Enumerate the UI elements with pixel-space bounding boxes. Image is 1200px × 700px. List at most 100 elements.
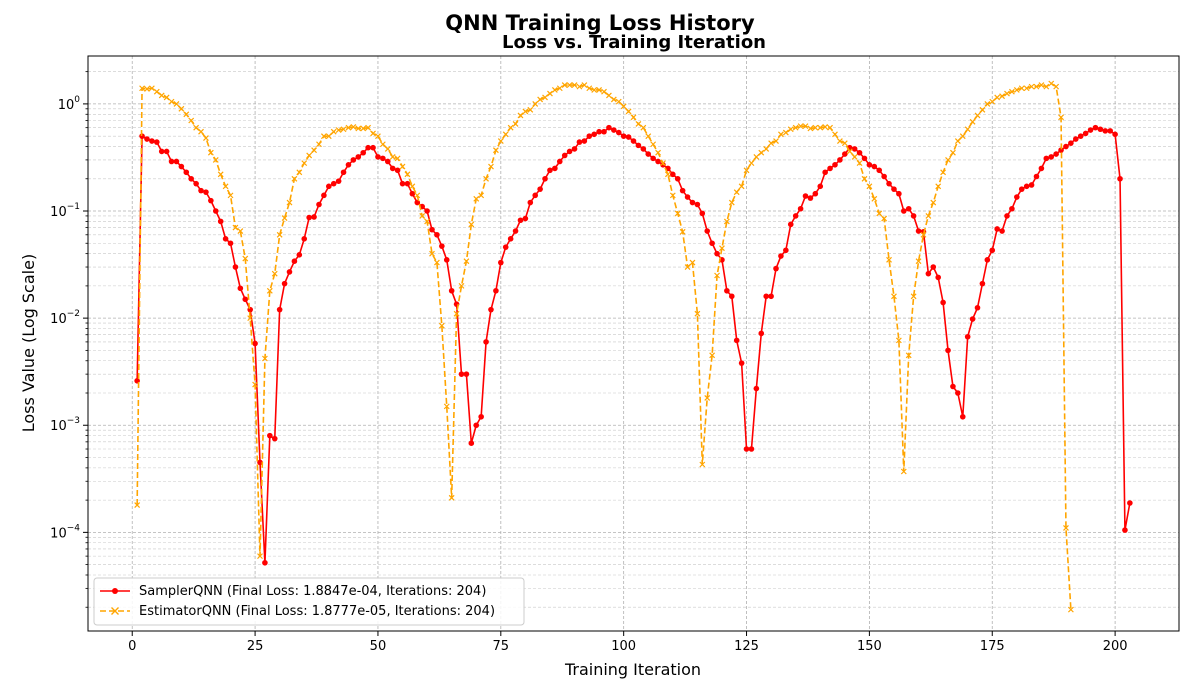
data-point: [1028, 83, 1035, 90]
data-point: [286, 199, 293, 206]
data-point: [704, 394, 711, 401]
data-point: [606, 124, 612, 131]
data-point: [984, 100, 991, 107]
data-point: [168, 158, 175, 165]
data-point: [591, 87, 598, 93]
data-point: [955, 390, 961, 396]
data-point: [1097, 126, 1104, 133]
legend-box: [93, 577, 525, 626]
data-point: [571, 82, 578, 88]
data-point: [822, 123, 829, 130]
data-point: [144, 136, 150, 142]
data-point: [797, 205, 804, 212]
data-point: [384, 145, 391, 152]
grid-layer: [88, 56, 1179, 631]
data-point: [1058, 114, 1064, 121]
data-point: [1004, 213, 1010, 219]
data-point: [247, 315, 254, 322]
data-point: [758, 330, 765, 337]
data-point: [787, 221, 794, 228]
data-point: [547, 90, 553, 97]
data-point: [709, 240, 715, 247]
data-point: [861, 155, 868, 162]
data-point: [468, 221, 475, 228]
data-point: [547, 167, 553, 174]
data-point: [350, 123, 357, 130]
data-point: [399, 163, 406, 170]
data-point: [930, 199, 937, 206]
y-tick-exponent: −4: [67, 523, 81, 533]
data-point: [1023, 183, 1030, 190]
legend-sampler-marker: [112, 588, 118, 594]
data-point: [257, 459, 263, 466]
data-point: [527, 106, 534, 113]
data-point: [561, 82, 568, 88]
data-point: [375, 154, 381, 160]
data-point: [404, 171, 411, 178]
data-point: [1053, 151, 1059, 157]
chart-title: Loss vs. Training Iteration: [502, 32, 766, 53]
data-point: [802, 123, 809, 130]
data-point: [763, 145, 770, 152]
data-point: [488, 163, 494, 170]
data-point: [723, 218, 730, 225]
data-point: [905, 352, 912, 359]
data-point: [316, 201, 322, 208]
data-point: [168, 98, 175, 105]
data-point: [1068, 140, 1074, 146]
data-point: [625, 134, 632, 140]
series-line: [136, 82, 1072, 610]
data-point: [841, 140, 848, 147]
data-point: [964, 126, 971, 133]
data-point: [822, 169, 828, 176]
data-point: [758, 149, 765, 156]
data-point: [763, 293, 769, 300]
data-point: [959, 133, 966, 140]
data-point: [645, 133, 652, 140]
y-tick-label: 10−1: [50, 202, 80, 220]
data-point: [247, 306, 253, 313]
data-point: [837, 157, 843, 163]
data-point: [576, 139, 583, 145]
data-point: [286, 269, 293, 275]
data-point: [134, 502, 141, 508]
data-point: [591, 131, 597, 138]
data-point: [183, 111, 190, 118]
data-point: [556, 85, 563, 92]
data-point: [900, 208, 907, 214]
data-point: [507, 236, 514, 242]
data-point: [664, 171, 671, 178]
data-point: [807, 195, 814, 201]
data-point: [1028, 182, 1035, 188]
y-tick-exponent: −1: [67, 202, 80, 212]
data-point: [950, 149, 956, 156]
data-point: [188, 175, 194, 182]
data-point: [517, 112, 524, 119]
data-point: [291, 175, 298, 182]
data-point: [154, 139, 160, 145]
data-point: [301, 236, 308, 242]
data-point: [478, 192, 485, 199]
data-point: [861, 175, 868, 182]
data-point: [1048, 80, 1055, 87]
data-point: [1038, 165, 1045, 172]
data-point: [434, 231, 440, 238]
data-point: [448, 494, 455, 501]
data-point: [193, 180, 199, 187]
y-tick-base: 10: [50, 419, 67, 434]
data-point: [871, 163, 878, 170]
data-point: [1082, 130, 1089, 137]
data-point: [271, 435, 278, 442]
data-point: [414, 199, 421, 206]
data-point: [797, 123, 804, 130]
data-point: [478, 413, 484, 420]
data-point: [1092, 124, 1099, 131]
data-point: [1053, 83, 1060, 90]
data-point: [232, 224, 239, 231]
data-point: [345, 162, 352, 168]
data-point: [709, 352, 716, 359]
data-point: [625, 108, 632, 115]
data-point: [208, 197, 214, 204]
data-point: [964, 333, 971, 340]
data-point: [330, 128, 337, 135]
